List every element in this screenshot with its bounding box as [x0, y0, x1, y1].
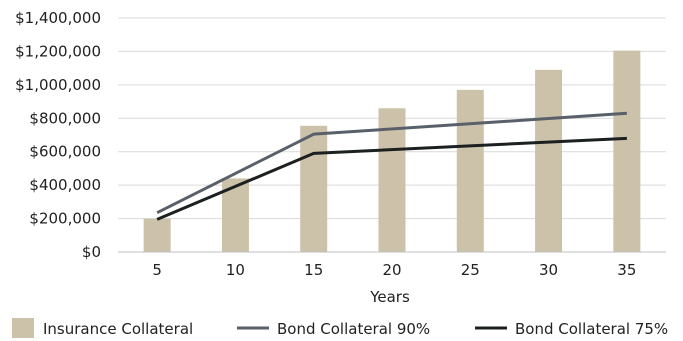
x-tick-label: 30: [539, 261, 558, 279]
legend-label-insurance-collateral: Insurance Collateral: [43, 320, 193, 338]
bar-insurance-collateral: [613, 50, 641, 252]
y-tick-label: $200,000: [29, 210, 101, 228]
line-bond-collateral-75: [156, 136, 627, 221]
y-tick-label: $1,400,000: [15, 9, 101, 27]
bars: [143, 50, 641, 252]
lines: [156, 111, 627, 221]
line-bond-collateral-90: [156, 111, 627, 215]
x-tick-label: 15: [304, 261, 323, 279]
x-tick-label: 20: [382, 261, 401, 279]
x-axis-label: Years: [369, 288, 410, 306]
y-axis-ticks: $0 $200,000 $400,000 $600,000 $800,000 $1,000…: [15, 9, 101, 261]
x-tick-label: 35: [617, 261, 636, 279]
bar-insurance-collateral: [300, 125, 328, 252]
x-tick-label: 25: [461, 261, 480, 279]
y-tick-label: $800,000: [29, 109, 101, 127]
legend-swatch-insurance-collateral: [12, 318, 34, 338]
y-tick-label: $0: [82, 243, 101, 261]
bar-insurance-collateral: [456, 89, 484, 252]
bar-insurance-collateral: [378, 108, 406, 252]
legend-label-bond-collateral-75: Bond Collateral 75%: [515, 320, 668, 338]
y-tick-label: $400,000: [29, 176, 101, 194]
bar-insurance-collateral: [143, 218, 171, 252]
x-axis-ticks: 5 10 15 20 25 30 35: [152, 261, 636, 279]
x-tick-label: 10: [226, 261, 245, 279]
y-tick-label: $1,000,000: [15, 76, 101, 94]
x-tick-label: 5: [152, 261, 162, 279]
legend-label-bond-collateral-90: Bond Collateral 90%: [277, 320, 430, 338]
y-tick-label: $600,000: [29, 143, 101, 161]
y-tick-label: $1,200,000: [15, 42, 101, 60]
bar-insurance-collateral: [535, 69, 563, 252]
legend: Insurance Collateral Bond Collateral 90% B…: [12, 318, 668, 338]
